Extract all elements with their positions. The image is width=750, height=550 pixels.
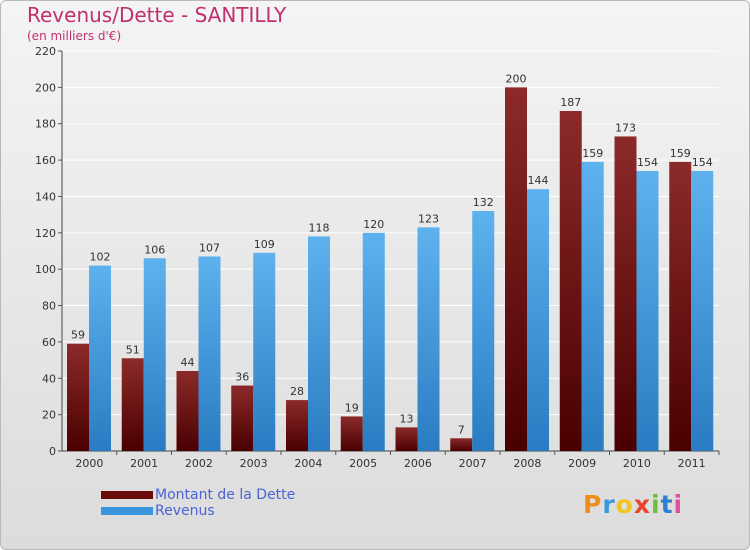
x-tick-label: 2007 — [459, 457, 487, 470]
bar-revenus — [581, 161, 604, 451]
x-tick-label: 2006 — [404, 457, 432, 470]
x-tick-label: 2010 — [623, 457, 651, 470]
logo-letter: t — [660, 490, 674, 519]
legend-item-dette: Montant de la Dette — [101, 487, 295, 503]
x-tick-label: 2009 — [568, 457, 596, 470]
legend-item-revenus: Revenus — [101, 503, 295, 519]
value-label-dette: 159 — [670, 147, 691, 160]
value-label-dette: 7 — [458, 423, 465, 436]
value-label-dette: 36 — [235, 371, 249, 384]
bar-revenus — [472, 211, 495, 451]
y-tick-label: 200 — [35, 81, 56, 94]
legend: Montant de la Dette Revenus — [101, 487, 295, 519]
bar-dette — [231, 385, 254, 451]
value-label-revenus: 106 — [144, 243, 165, 256]
x-tick-label: 2001 — [130, 457, 158, 470]
y-tick-label: 40 — [42, 372, 56, 385]
bar-dette — [176, 371, 199, 451]
bar-revenus — [691, 171, 714, 451]
bar-revenus — [636, 171, 659, 451]
x-tick-label: 2003 — [240, 457, 268, 470]
bar-revenus — [417, 227, 440, 451]
legend-label-revenus: Revenus — [155, 503, 215, 519]
bar-revenus — [253, 252, 276, 451]
bar-dette — [286, 400, 308, 451]
x-tick-label: 2005 — [349, 457, 377, 470]
logo-letter: x — [633, 490, 651, 519]
x-tick-label: 2002 — [185, 457, 213, 470]
bar-revenus — [527, 189, 549, 451]
value-label-revenus: 102 — [90, 251, 111, 264]
value-label-revenus: 118 — [309, 221, 330, 234]
value-label-revenus: 107 — [199, 241, 220, 254]
value-label-revenus: 159 — [582, 147, 603, 160]
logo-letter: P — [583, 490, 603, 519]
x-tick-label: 2000 — [75, 457, 103, 470]
bar-dette — [395, 427, 418, 451]
bar-dette — [450, 438, 473, 451]
bar-revenus — [308, 236, 330, 451]
value-label-dette: 59 — [71, 329, 85, 342]
y-tick-label: 180 — [35, 118, 56, 131]
legend-label-dette: Montant de la Dette — [155, 487, 296, 503]
value-label-dette: 200 — [506, 72, 527, 85]
value-label-revenus: 120 — [363, 218, 384, 231]
logo-letter: i — [673, 490, 684, 519]
logo-letter: i — [651, 490, 661, 519]
y-tick-label: 140 — [35, 190, 56, 203]
x-tick-label: 2011 — [678, 457, 706, 470]
y-tick-label: 80 — [42, 300, 56, 313]
y-tick-label: 160 — [35, 154, 56, 167]
x-tick-label: 2008 — [513, 457, 541, 470]
y-tick-label: 220 — [35, 45, 56, 58]
legend-swatch-dette — [101, 491, 153, 499]
proxiti-logo[interactable]: Proxiti — [583, 490, 683, 519]
value-label-dette: 13 — [400, 412, 414, 425]
value-label-revenus: 154 — [692, 156, 713, 169]
bar-revenus — [362, 232, 385, 451]
bars-layer — [67, 87, 714, 452]
bar-revenus — [198, 256, 221, 451]
value-label-dette: 19 — [345, 401, 359, 414]
grid-layer — [58, 50, 720, 455]
bar-dette — [340, 416, 363, 451]
value-label-revenus: 144 — [528, 174, 549, 187]
value-label-dette: 173 — [615, 121, 636, 134]
bar-dette — [67, 343, 89, 451]
logo-letter: r — [602, 490, 616, 519]
y-tick-label: 0 — [49, 445, 56, 458]
y-tick-label: 20 — [42, 409, 56, 422]
value-label-dette: 187 — [560, 96, 581, 109]
bar-revenus — [143, 258, 166, 451]
legend-swatch-revenus — [101, 507, 153, 515]
value-label-revenus: 109 — [254, 238, 275, 251]
bar-dette — [614, 136, 637, 452]
value-label-dette: 28 — [290, 385, 304, 398]
bar-dette — [505, 87, 527, 451]
value-label-revenus: 123 — [418, 212, 439, 225]
labels-layer: 0 20 40 60 80 100 120 140 160 180 200 220 59 102 2000 5… — [35, 45, 713, 470]
value-label-dette: 51 — [126, 343, 140, 356]
y-tick-label: 120 — [35, 227, 56, 240]
bar-revenus — [89, 265, 111, 451]
value-label-dette: 44 — [181, 356, 195, 369]
chart-subtitle: (en milliers d'€) — [27, 29, 122, 43]
y-tick-label: 60 — [42, 336, 56, 349]
value-label-revenus: 154 — [637, 156, 658, 169]
bar-dette — [559, 111, 582, 451]
x-tick-label: 2004 — [294, 457, 322, 470]
bar-dette — [121, 358, 144, 451]
bar-dette — [669, 161, 692, 451]
chart-title: Revenus/Dette - SANTILLY — [27, 3, 287, 27]
value-label-revenus: 132 — [473, 196, 494, 209]
logo-letter: o — [615, 490, 634, 519]
y-tick-label: 100 — [35, 263, 56, 276]
